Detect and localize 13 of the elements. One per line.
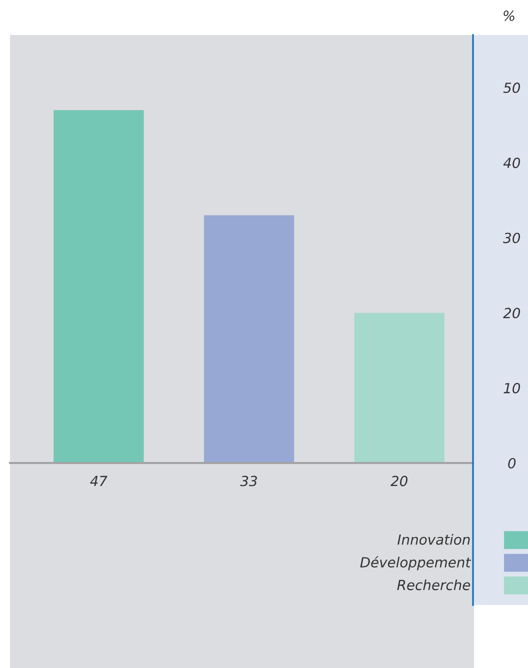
- y-axis-title: %: [504, 10, 514, 22]
- text: Recherche: [397, 579, 470, 590]
- legend-label: Développement: [360, 556, 472, 570]
- y-tick-label: 10: [504, 382, 520, 394]
- y-tick-label: 20: [503, 308, 520, 318]
- data-label: 47: [90, 476, 108, 486]
- data-label: 33: [240, 476, 257, 486]
- data-label: 20: [390, 476, 408, 486]
- y-tick-label: 30: [503, 232, 520, 244]
- y-tick-label: 0: [508, 458, 516, 468]
- y-tick-label: 50: [503, 82, 520, 94]
- text: Innovation: [398, 534, 470, 545]
- y-tick-label: 40: [503, 158, 520, 168]
